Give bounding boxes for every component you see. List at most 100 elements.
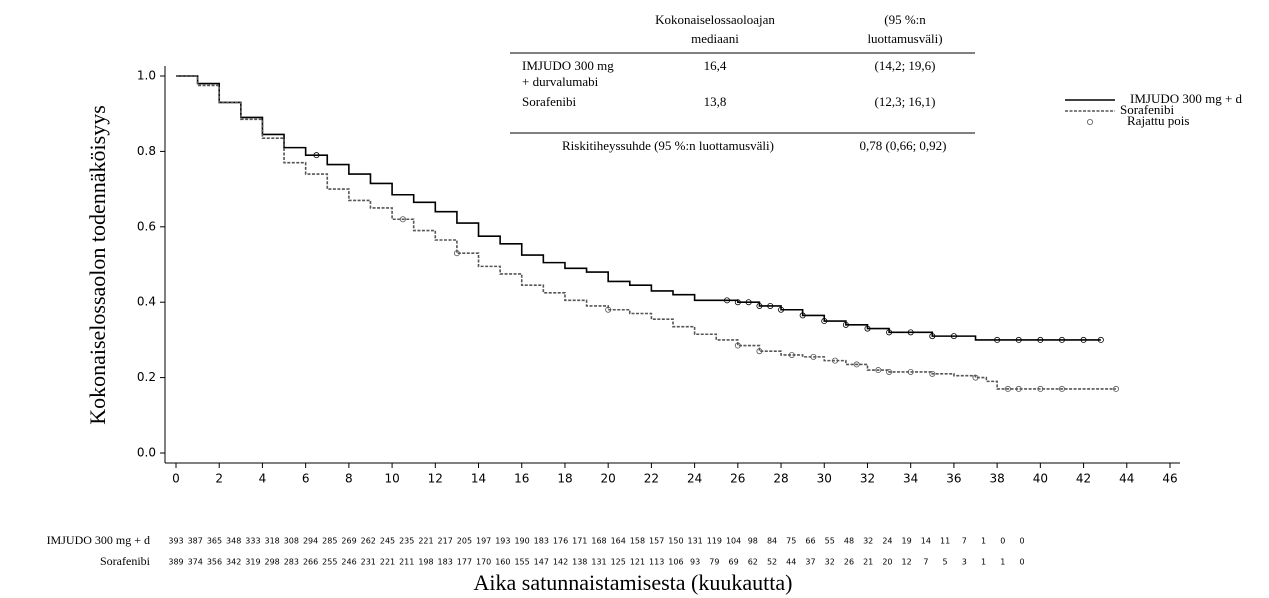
censor-mark (1112, 385, 1119, 392)
censor-mark (756, 302, 763, 309)
censor-mark (745, 299, 752, 306)
at-risk-count: 389 (168, 558, 183, 567)
at-risk-count: 205 (457, 537, 472, 546)
x-tick-label: 22 (644, 472, 659, 486)
at-risk-count: 211 (399, 558, 414, 567)
x-tick-label: 44 (1119, 472, 1134, 486)
x-tick-label: 40 (1033, 472, 1048, 486)
censor-mark (453, 250, 460, 257)
x-tick-label: 30 (817, 472, 832, 486)
at-risk-count: 168 (591, 537, 606, 546)
hazard-label: Riskitiheyssuhde (95 %:n luottamusväli) (562, 138, 774, 153)
x-tick-label: 0 (172, 472, 180, 486)
at-risk-count: 32 (825, 558, 835, 567)
at-risk-count: 5 (943, 558, 948, 567)
censor-mark (907, 368, 914, 375)
at-risk-count: 318 (264, 537, 279, 546)
at-risk-count: 0 (1000, 537, 1005, 546)
censor-mark (734, 342, 741, 349)
at-risk-count: 69 (728, 558, 738, 567)
at-risk-count: 160 (495, 558, 510, 567)
at-risk-count: 221 (418, 537, 433, 546)
at-risk-count: 138 (572, 558, 587, 567)
censor-mark (788, 351, 795, 358)
censor-mark (734, 299, 741, 306)
at-risk-count: 32 (863, 537, 873, 546)
censor-mark (907, 329, 914, 336)
at-risk-count: 155 (514, 558, 529, 567)
hazard-value: 0,78 (0,66; 0,92) (859, 138, 946, 153)
censor-mark (1058, 336, 1065, 343)
table-header: (95 %:n (884, 12, 926, 27)
at-risk-count: 176 (553, 537, 568, 546)
at-risk-count: 26 (844, 558, 854, 567)
censor-mark (886, 329, 893, 336)
censor-mark (605, 306, 612, 313)
at-risk-count: 24 (882, 537, 892, 546)
at-risk-count: 37 (805, 558, 815, 567)
at-risk-count: 14 (921, 537, 931, 546)
at-risk-count: 342 (226, 558, 241, 567)
at-risk-count: 298 (264, 558, 279, 567)
table-header: mediaani (691, 31, 739, 46)
at-risk-count: 7 (923, 558, 928, 567)
at-risk-count: 158 (630, 537, 645, 546)
censor-mark (832, 357, 839, 364)
y-tick-label: 0.8 (137, 144, 156, 158)
x-tick-label: 18 (557, 472, 572, 486)
at-risk-count: 131 (687, 537, 702, 546)
y-tick-label: 0.6 (137, 219, 156, 233)
at-risk-count: 20 (882, 558, 892, 567)
at-risk-count: 3 (962, 558, 967, 567)
at-risk-count: 52 (767, 558, 777, 567)
censor-mark (886, 368, 893, 375)
at-risk-count: 197 (476, 537, 491, 546)
at-risk-count: 106 (668, 558, 683, 567)
at-risk-count: 98 (748, 537, 758, 546)
x-tick-label: 36 (946, 472, 961, 486)
at-risk-count: 235 (399, 537, 414, 546)
censor-mark (767, 302, 774, 309)
at-risk-count: 55 (825, 537, 835, 546)
table-cell: (12,3; 16,1) (874, 94, 935, 109)
at-risk-count: 0 (1019, 558, 1024, 567)
at-risk-count: 269 (341, 537, 356, 546)
at-risk-count: 121 (630, 558, 645, 567)
x-tick-label: 4 (259, 472, 267, 486)
table-header: Kokonaiselossaoloajan (655, 12, 775, 27)
censor-mark (778, 306, 785, 313)
censor-mark (756, 348, 763, 355)
at-risk-count: 44 (786, 558, 796, 567)
censor-mark (853, 361, 860, 368)
at-risk-count: 164 (611, 537, 626, 546)
x-tick-label: 6 (302, 472, 310, 486)
at-risk-count: 1 (981, 537, 986, 546)
x-tick-label: 34 (903, 472, 918, 486)
at-risk-count: 294 (303, 537, 318, 546)
at-risk-count: 113 (649, 558, 664, 567)
censor-mark (864, 325, 871, 332)
at-risk-count: 170 (476, 558, 491, 567)
table-row-label: + durvalumabi (522, 74, 599, 89)
at-risk-count: 48 (844, 537, 854, 546)
at-risk-count: 12 (902, 558, 912, 567)
table-row-label: IMJUDO 300 mg (522, 58, 614, 73)
censor-mark (994, 336, 1001, 343)
censor-mark (799, 312, 806, 319)
x-axis-title: Aika satunnaistamisesta (kuukautta) (474, 570, 793, 595)
at-risk-count: 1 (1000, 558, 1005, 567)
risk-row-label: IMJUDO 300 mg + d (47, 533, 150, 547)
table-cell: 13,8 (704, 94, 727, 109)
at-risk-count: 104 (726, 537, 741, 546)
censor-mark (842, 321, 849, 328)
y-tick-label: 0.2 (137, 370, 156, 384)
censor-mark (1015, 385, 1022, 392)
censor-mark (1058, 385, 1065, 392)
at-risk-count: 246 (341, 558, 356, 567)
at-risk-count: 183 (534, 537, 549, 546)
x-tick-label: 8 (345, 472, 353, 486)
at-risk-count: 177 (457, 558, 472, 567)
risk-row-label: Sorafenibi (100, 554, 151, 568)
censor-mark (929, 370, 936, 377)
